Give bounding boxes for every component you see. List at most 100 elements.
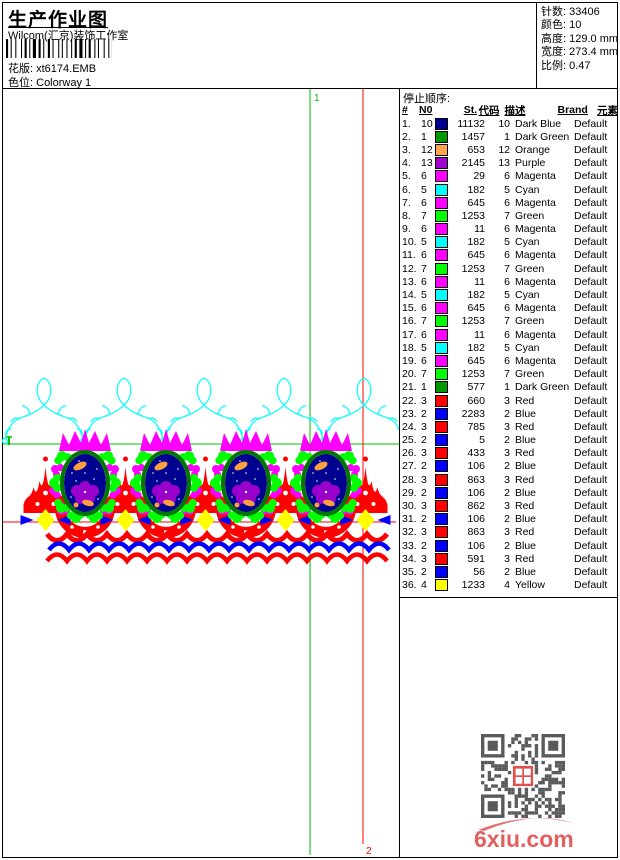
color-code: 2 [504, 460, 510, 473]
row-number: 3. [402, 143, 411, 156]
start-marker-label: 1 [314, 93, 320, 104]
color-swatch [435, 275, 454, 288]
color-description: Cyan [515, 341, 540, 354]
row-number: 2. [402, 130, 411, 143]
color-code: 3 [504, 526, 510, 539]
stop-table-row: 4. 13 2145 13 Purple Default [400, 157, 618, 170]
stitch-count: 591 [467, 552, 485, 565]
color-code: 1 [504, 130, 510, 143]
color-description: Cyan [515, 289, 540, 302]
swatch-color [435, 394, 448, 407]
row-number: 33. [402, 539, 417, 552]
colorway-line: 色位: Colorway 1 [8, 74, 91, 90]
swatch-color [435, 486, 448, 499]
thread-n0: 3 [421, 500, 427, 513]
col-header-description: 描述 [504, 104, 526, 117]
stat-scale: 比例: 0.47 [541, 59, 591, 72]
swatch-color [435, 526, 448, 539]
stop-table-row: 19. 6 645 6 Magenta Default [400, 354, 618, 367]
thread-n0: 5 [421, 289, 427, 302]
end-marker-label: 2 [366, 846, 372, 857]
embroidery-design [2, 377, 399, 565]
qr-code [481, 734, 565, 818]
brand: Default [574, 447, 608, 460]
brand: Default [574, 513, 608, 526]
stop-table-row: 21. 1 577 1 Dark Green Default [400, 381, 618, 394]
row-number: 31. [402, 513, 417, 526]
color-swatch [435, 236, 454, 249]
color-code: 6 [504, 196, 510, 209]
brand: Default [574, 565, 608, 578]
brand: Default [574, 552, 608, 565]
brand: Default [574, 223, 608, 236]
stop-table-row: 5. 6 29 6 Magenta Default [400, 170, 618, 183]
stitch-count: 182 [467, 236, 485, 249]
color-code: 5 [504, 236, 510, 249]
color-code: 7 [504, 262, 510, 275]
stop-table-row: 22. 3 660 3 Red Default [400, 394, 618, 407]
thread-n0: 6 [421, 302, 427, 315]
table-bottom-border [400, 597, 617, 598]
color-code: 5 [504, 183, 510, 196]
color-swatch [435, 289, 454, 302]
swatch-color [435, 341, 448, 354]
brand: Default [574, 117, 608, 130]
color-code: 6 [504, 275, 510, 288]
row-number: 34. [402, 552, 417, 565]
swatch-color [435, 500, 448, 513]
stop-table-row: 20. 7 1253 7 Green Default [400, 368, 618, 381]
color-swatch [435, 420, 454, 433]
stop-sequence-title: 停止顺序: [403, 93, 451, 105]
swatch-color [435, 539, 448, 552]
swatch-color [435, 196, 448, 209]
stop-table-row: 2. 1 1457 1 Dark Green Default [400, 130, 618, 143]
brand: Default [574, 157, 608, 170]
stitch-count: 106 [467, 460, 485, 473]
swatch-color [435, 249, 448, 262]
thread-n0: 2 [421, 486, 427, 499]
color-swatch [435, 368, 454, 381]
color-description: Red [515, 473, 535, 486]
swatch-color [435, 565, 448, 578]
thread-n0: 7 [421, 368, 427, 381]
stitch-count: 182 [467, 289, 485, 302]
color-code: 2 [504, 513, 510, 526]
thread-n0: 1 [421, 381, 427, 394]
brand: Default [574, 420, 608, 433]
stitch-count: 1253 [461, 315, 485, 328]
brand: Default [574, 381, 608, 394]
cyan-scrollwork [2, 377, 399, 445]
stop-table-row: 25. 2 5 2 Blue Default [400, 434, 618, 447]
brand: Default [574, 315, 608, 328]
color-code: 2 [504, 539, 510, 552]
swatch-color [435, 170, 448, 183]
thread-n0: 3 [421, 394, 427, 407]
col-header-number: # [402, 104, 408, 116]
thread-n0: 3 [421, 526, 427, 539]
row-number: 19. [402, 354, 417, 367]
swatch-color [435, 289, 448, 302]
color-code: 3 [504, 447, 510, 460]
brand: Default [574, 196, 608, 209]
stat-stitches: 针数: 33406 [541, 6, 600, 18]
main-column-divider [399, 89, 400, 857]
color-description: Blue [515, 486, 537, 499]
thread-n0: 6 [421, 196, 427, 209]
page-title: 生产作业图 [8, 10, 109, 31]
stop-table-row: 13. 6 11 6 Magenta Default [400, 275, 618, 288]
swatch-color [435, 262, 448, 275]
row-number: 10. [402, 236, 417, 249]
color-description: Red [515, 552, 535, 565]
color-swatch [435, 447, 454, 460]
stop-table-row: 26. 3 433 3 Red Default [400, 447, 618, 460]
brand: Default [574, 539, 608, 552]
color-description: Red [515, 526, 535, 539]
brand: Default [574, 143, 608, 156]
color-description: Red [515, 447, 535, 460]
swatch-color [435, 381, 448, 394]
row-number: 8. [402, 209, 411, 222]
color-code: 7 [504, 209, 510, 222]
stitch-count: 863 [467, 526, 485, 539]
color-description: Magenta [515, 328, 556, 341]
